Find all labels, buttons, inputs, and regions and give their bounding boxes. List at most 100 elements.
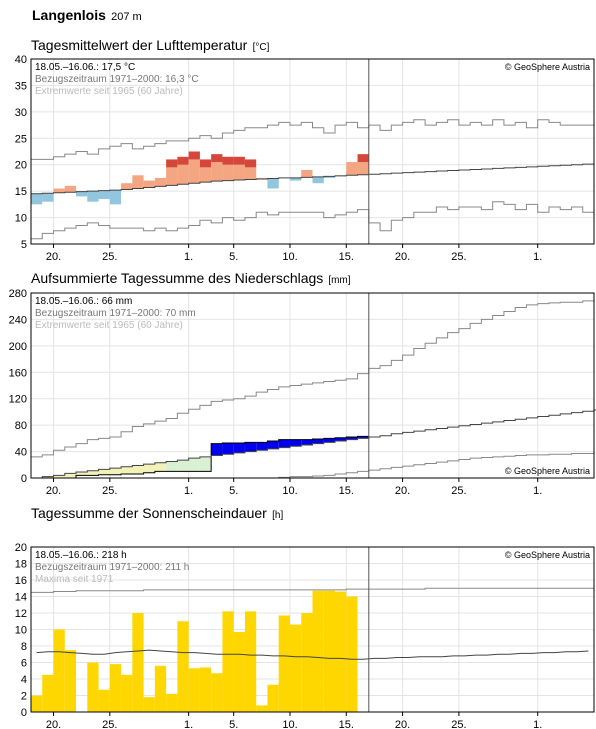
x-tick-label: 25. xyxy=(102,251,117,263)
y-tick-label: 10 xyxy=(15,213,27,225)
sunshine-bar xyxy=(346,596,358,712)
y-tick-label: 0 xyxy=(21,707,27,719)
x-tick-label: 25. xyxy=(102,719,117,729)
rain-surplus-fill xyxy=(222,442,234,455)
temp-warm-bar xyxy=(132,175,144,189)
temp-warm-extreme-bar xyxy=(188,151,200,160)
sunshine-bar xyxy=(244,611,257,712)
sunshine-bar xyxy=(64,650,77,712)
x-tick-label: 1. xyxy=(533,485,542,497)
rain-deficit-fill xyxy=(42,476,54,478)
temp-warm-bar xyxy=(357,162,369,175)
sunshine-bar xyxy=(31,695,43,712)
sunshine-bar xyxy=(87,662,99,712)
x-tick-label: 5. xyxy=(229,251,238,263)
sunshine-bar xyxy=(53,629,65,712)
sunshine-bar xyxy=(256,705,268,712)
y-tick-label: 4 xyxy=(21,674,27,686)
y-tick-label: 25 xyxy=(15,133,27,145)
y-tick-label: 280 xyxy=(9,288,27,300)
x-tick-label: 20. xyxy=(395,485,410,497)
rain-deficit-fill xyxy=(98,469,110,475)
rain-surplus-fill xyxy=(256,442,268,451)
temp-cold-bar xyxy=(98,190,110,200)
copyright-note: © GeoSphere Austria xyxy=(505,466,590,476)
sunshine-bar xyxy=(177,621,189,712)
sunshine-bar xyxy=(132,613,144,712)
rain-deficit-fill xyxy=(199,456,212,472)
max-extreme-line xyxy=(31,119,594,160)
info-line: Bezugszeitraum 1971–2000: 211 h xyxy=(35,562,189,573)
y-tick-label: 14 xyxy=(15,592,27,604)
x-tick-label: 1. xyxy=(533,251,542,263)
plot-frame xyxy=(30,292,595,479)
temp-warm-bar xyxy=(177,164,189,185)
rain-surplus-fill xyxy=(323,438,336,443)
sunshine-bar xyxy=(323,590,336,712)
sunshine-bar xyxy=(278,615,290,712)
temp-warm-bar xyxy=(211,162,223,182)
rain-deficit-fill xyxy=(177,460,189,472)
info-line: 18.05.–16.06.: 66 mm xyxy=(35,296,132,307)
chart-title: Tagessumme der Sonnenscheindauer xyxy=(31,505,267,521)
temp-warm-bar xyxy=(222,164,234,181)
rain-surplus-fill xyxy=(312,439,324,444)
chart-panel-1: Tagesmittelwert der Lufttemperatur [°C] 5 1… xyxy=(15,37,595,263)
info-line: Bezugszeitraum 1971–2000: 70 mm xyxy=(35,308,196,319)
sunshine-bar xyxy=(233,631,245,712)
rain-surplus-fill xyxy=(335,437,347,441)
temp-cold-bar xyxy=(323,176,336,178)
chart-unit: [°C] xyxy=(253,42,270,53)
y-tick-label: 30 xyxy=(15,107,27,119)
y-tick-label: 20 xyxy=(15,542,27,554)
temp-warm-bar xyxy=(154,177,167,187)
rain-deficit-fill xyxy=(166,461,178,472)
x-tick-label: 1. xyxy=(184,251,193,263)
temp-warm-extreme-bar xyxy=(222,156,234,165)
temp-cold-bar xyxy=(31,193,43,205)
temp-cold-bar xyxy=(312,176,324,184)
sunshine-bar xyxy=(154,665,167,712)
chart-panel-2: Aufsummierte Tagessumme des Niederschlag… xyxy=(9,270,596,497)
info-line: Bezugszeitraum 1971–2000: 16,3 °C xyxy=(35,74,199,85)
temp-warm-extreme-bar xyxy=(244,159,257,168)
station-name: Langenlois xyxy=(32,7,106,23)
temp-warm-extreme-bar xyxy=(177,156,189,165)
y-tick-label: 5 xyxy=(21,239,27,251)
x-tick-label: 20. xyxy=(395,719,410,729)
temp-warm-bar xyxy=(53,188,65,193)
temp-warm-bar xyxy=(188,159,200,184)
temp-cold-bar xyxy=(42,193,54,202)
data-marks xyxy=(31,119,594,240)
y-tick-label: 80 xyxy=(15,420,27,432)
sunshine-bar xyxy=(166,693,178,712)
rain-surplus-fill xyxy=(211,443,223,456)
temp-cold-bar xyxy=(76,191,88,197)
x-tick-label: 25. xyxy=(102,485,117,497)
y-tick-label: 120 xyxy=(9,394,27,406)
sunshine-bar xyxy=(143,697,155,712)
rain-surplus-fill xyxy=(233,442,245,453)
y-tick-label: 16 xyxy=(15,575,27,587)
sunshine-bar xyxy=(121,674,133,712)
temp-warm-bar xyxy=(143,180,155,188)
copyright-note: © GeoSphere Austria xyxy=(505,550,590,560)
x-tick-label: 15. xyxy=(339,719,354,729)
x-tick-label: 20. xyxy=(46,719,61,729)
temp-cold-bar xyxy=(87,191,99,202)
temp-warm-bar xyxy=(199,167,212,183)
x-tick-label: 20. xyxy=(395,251,410,263)
temp-cold-bar xyxy=(109,190,122,205)
y-tick-label: 0 xyxy=(21,473,27,485)
x-tick-label: 1. xyxy=(533,719,542,729)
normal-line xyxy=(31,163,594,195)
rain-surplus-fill xyxy=(244,442,257,452)
info-line: Extremwerte seit 1965 (60 Jahre) xyxy=(35,320,183,331)
rain-surplus-fill xyxy=(357,436,369,439)
rain-surplus-fill xyxy=(278,439,290,448)
x-tick-label: 15. xyxy=(339,485,354,497)
y-tick-label: 240 xyxy=(9,314,27,326)
temp-warm-bar xyxy=(244,167,257,180)
chart-title: Aufsummierte Tagessumme des Niederschlag… xyxy=(31,270,323,286)
y-tick-label: 8 xyxy=(21,641,27,653)
